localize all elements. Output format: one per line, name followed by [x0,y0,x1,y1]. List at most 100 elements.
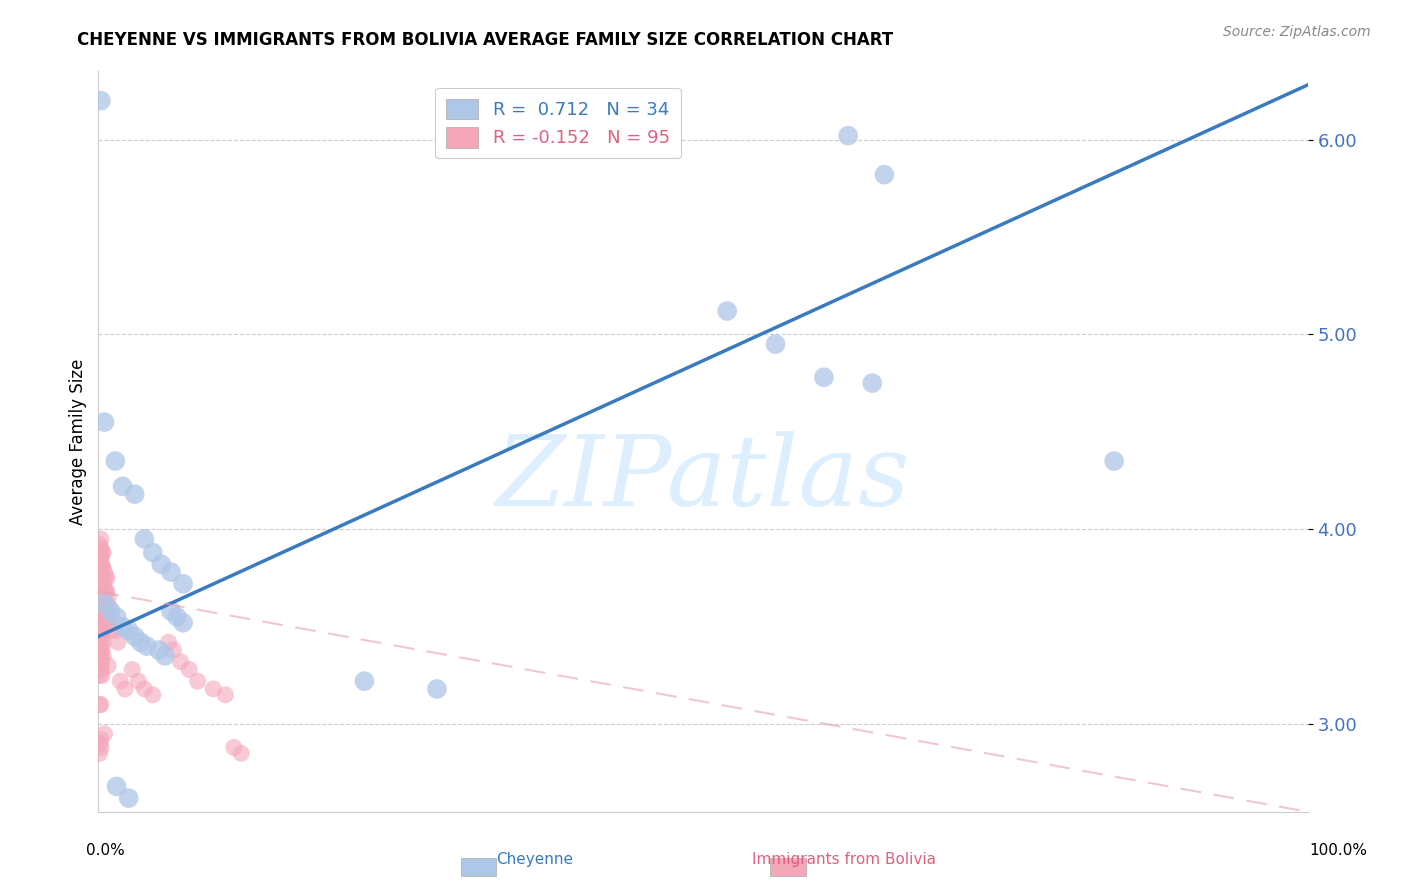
Point [90,658,112,673]
Point [90,629,112,643]
Point [90,581,112,595]
Point [89,604,111,618]
Point [111,479,134,493]
Point [96,571,118,585]
Point [91,604,114,618]
Point [150,558,173,572]
Point [90,561,112,575]
Point [114,681,136,696]
Point [222,740,245,755]
Point [426,681,449,696]
Point [105,780,128,794]
Point [148,643,170,657]
Point [93,581,115,595]
Point [89,596,111,610]
Point [107,635,129,649]
Point [89,663,111,677]
Point [142,545,165,560]
Point [118,624,141,638]
Point [142,688,165,702]
Point [90,541,112,556]
Point [91,655,114,669]
Point [91,571,114,585]
Point [89,591,111,605]
Point [90,740,112,755]
Point [1102,454,1125,468]
Point [124,487,146,501]
Point [91,584,114,599]
Point [89,635,111,649]
Point [91,591,114,605]
Point [90,698,112,712]
Point [89,639,111,653]
Point [90,571,112,585]
Point [97,658,120,673]
Point [157,635,180,649]
Point [93,596,115,610]
Point [111,619,134,633]
Point [89,551,111,566]
Point [89,571,111,585]
Point [169,655,191,669]
Point [90,94,112,108]
Point [90,532,112,546]
Point [100,624,122,638]
Point [91,648,114,663]
Point [89,558,111,572]
Point [90,663,112,677]
Point [716,304,738,318]
Point [104,624,127,638]
Text: 100.0%: 100.0% [1309,843,1368,858]
Point [89,538,111,552]
Point [90,591,112,605]
Point [873,168,896,182]
Text: Cheyenne: Cheyenne [496,852,572,867]
Point [101,615,124,630]
Point [91,576,114,591]
Text: 0.0%: 0.0% [86,843,125,858]
Point [813,370,835,384]
Point [100,610,122,624]
Point [765,337,787,351]
Point [105,610,128,624]
Point [93,727,115,741]
Point [89,643,111,657]
Point [129,635,152,649]
Point [860,376,883,390]
Text: Source: ZipAtlas.com: Source: ZipAtlas.com [1223,25,1371,39]
Point [90,551,112,566]
Point [837,128,859,143]
Point [124,629,146,643]
Point [94,571,117,585]
Point [90,610,112,624]
Point [172,615,194,630]
Point [172,576,194,591]
Point [89,698,111,712]
Point [89,581,111,595]
Point [90,732,112,747]
Point [91,615,114,630]
Point [202,681,225,696]
Point [89,668,111,682]
Point [166,610,188,624]
Point [96,584,118,599]
Point [89,610,111,624]
Point [160,604,183,618]
Point [94,584,117,599]
Point [121,663,143,677]
Point [94,600,117,615]
Point [91,545,114,560]
Point [89,576,111,591]
Point [89,737,111,751]
Point [90,600,112,615]
Point [153,648,176,663]
Point [91,635,114,649]
Point [91,629,114,643]
Point [134,681,156,696]
Point [160,565,183,579]
Point [89,545,111,560]
Y-axis label: Average Family Size: Average Family Size [69,359,87,524]
Point [89,648,111,663]
Point [89,629,111,643]
Point [91,600,114,615]
